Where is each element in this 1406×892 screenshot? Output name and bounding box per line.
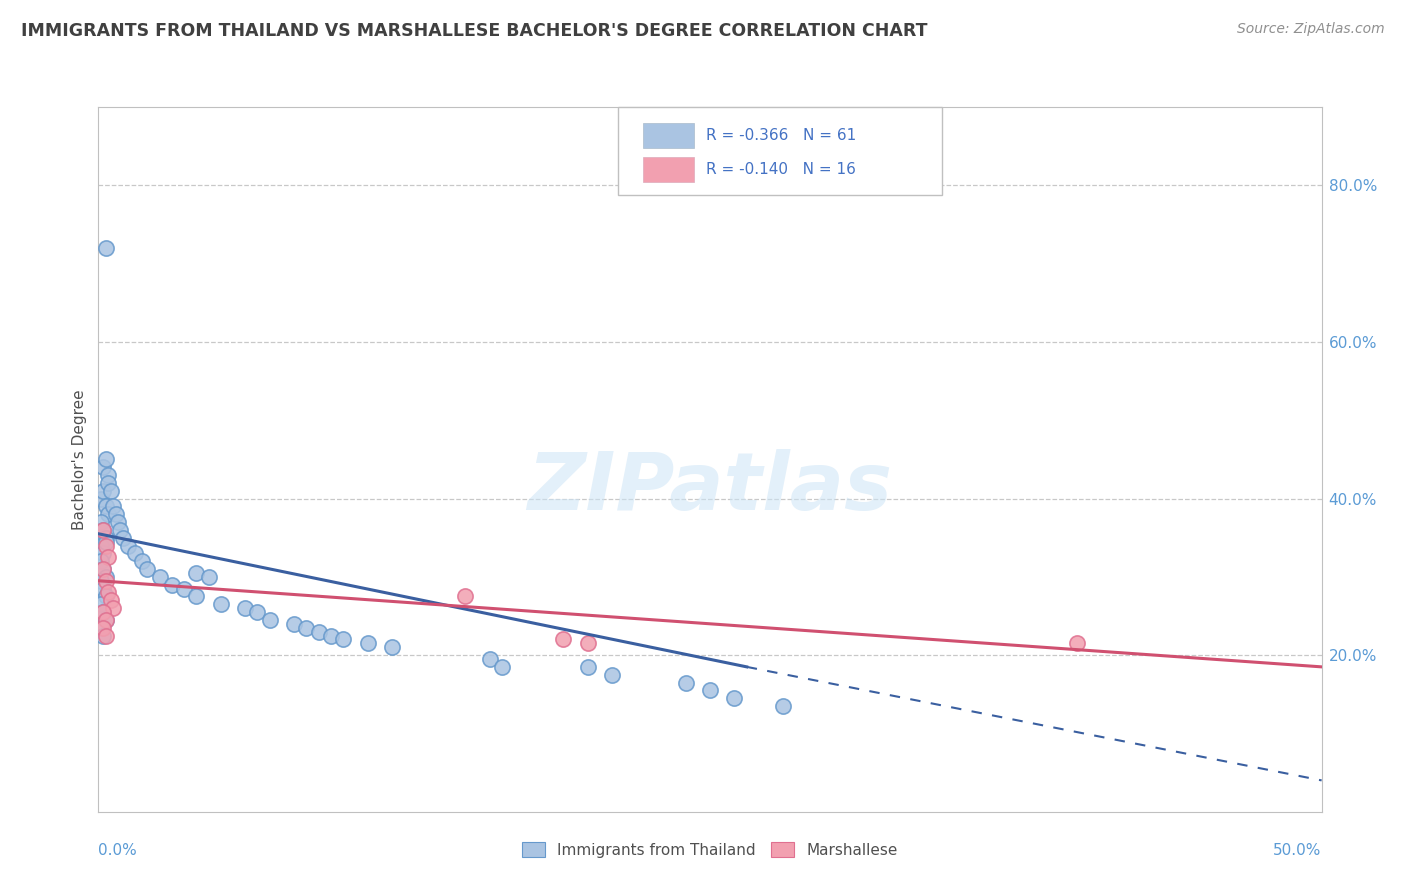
Point xyxy=(91,483,114,498)
Point xyxy=(246,605,269,619)
Point xyxy=(91,562,114,576)
Point xyxy=(94,534,117,549)
Point xyxy=(94,539,117,553)
Point xyxy=(160,577,183,591)
Point xyxy=(101,601,124,615)
Point xyxy=(283,616,305,631)
Point xyxy=(91,621,114,635)
Point xyxy=(94,590,117,604)
Point xyxy=(308,624,330,639)
Point xyxy=(90,539,112,553)
Point xyxy=(94,570,117,584)
Point xyxy=(576,660,599,674)
Point xyxy=(295,621,318,635)
Point xyxy=(90,515,112,529)
Text: ZIPatlas: ZIPatlas xyxy=(527,449,893,526)
Point xyxy=(1066,636,1088,650)
Point xyxy=(94,613,117,627)
Legend: Immigrants from Thailand, Marshallese: Immigrants from Thailand, Marshallese xyxy=(516,836,904,864)
Point xyxy=(723,691,745,706)
Point xyxy=(91,460,114,475)
Point xyxy=(772,699,794,714)
Point xyxy=(131,554,153,568)
Point xyxy=(94,574,117,588)
Point xyxy=(356,636,378,650)
Point xyxy=(91,546,114,560)
Point xyxy=(117,539,139,553)
Point xyxy=(90,621,112,635)
FancyBboxPatch shape xyxy=(643,122,695,148)
Point xyxy=(94,241,117,255)
Point xyxy=(259,613,281,627)
Point xyxy=(600,667,623,681)
Point xyxy=(332,632,354,647)
Point xyxy=(576,636,599,650)
Point xyxy=(553,632,575,647)
Point xyxy=(90,491,112,506)
Point xyxy=(454,590,477,604)
Point xyxy=(91,582,114,596)
FancyBboxPatch shape xyxy=(619,107,942,195)
Point xyxy=(699,683,721,698)
Point xyxy=(97,550,120,565)
Text: 0.0%: 0.0% xyxy=(98,844,138,858)
Point xyxy=(90,597,112,611)
Y-axis label: Bachelor's Degree: Bachelor's Degree xyxy=(72,389,87,530)
Point xyxy=(149,570,172,584)
Point xyxy=(101,500,124,514)
Point xyxy=(90,554,112,568)
Point xyxy=(94,500,117,514)
Point xyxy=(675,675,697,690)
Point xyxy=(97,507,120,521)
Point xyxy=(97,585,120,599)
Point xyxy=(91,605,114,619)
Point xyxy=(186,590,208,604)
Point xyxy=(186,566,208,580)
Text: IMMIGRANTS FROM THAILAND VS MARSHALLESE BACHELOR'S DEGREE CORRELATION CHART: IMMIGRANTS FROM THAILAND VS MARSHALLESE … xyxy=(21,22,928,40)
Point xyxy=(319,628,342,642)
Point xyxy=(104,507,127,521)
Point xyxy=(94,628,117,642)
Point xyxy=(97,475,120,490)
Text: 50.0%: 50.0% xyxy=(1274,844,1322,858)
Point xyxy=(91,523,114,537)
Point xyxy=(110,523,132,537)
Point xyxy=(173,582,195,596)
Point xyxy=(197,570,219,584)
Point xyxy=(94,452,117,467)
Point xyxy=(491,660,513,674)
Point xyxy=(91,523,114,537)
Point xyxy=(90,574,112,588)
Point xyxy=(91,605,114,619)
Text: Source: ZipAtlas.com: Source: ZipAtlas.com xyxy=(1237,22,1385,37)
FancyBboxPatch shape xyxy=(643,157,695,183)
Point xyxy=(94,531,117,545)
Point xyxy=(381,640,404,655)
Point xyxy=(97,468,120,483)
Text: R = -0.366   N = 61: R = -0.366 N = 61 xyxy=(706,128,856,143)
Point xyxy=(100,593,122,607)
Point xyxy=(107,515,129,529)
Point xyxy=(100,483,122,498)
Point xyxy=(91,562,114,576)
Point xyxy=(94,613,117,627)
Point xyxy=(91,628,114,642)
Point xyxy=(209,597,232,611)
Point xyxy=(233,601,256,615)
Point xyxy=(111,531,134,545)
Point xyxy=(124,546,146,560)
Point xyxy=(136,562,159,576)
Point xyxy=(478,652,501,666)
Text: R = -0.140   N = 16: R = -0.140 N = 16 xyxy=(706,162,856,178)
